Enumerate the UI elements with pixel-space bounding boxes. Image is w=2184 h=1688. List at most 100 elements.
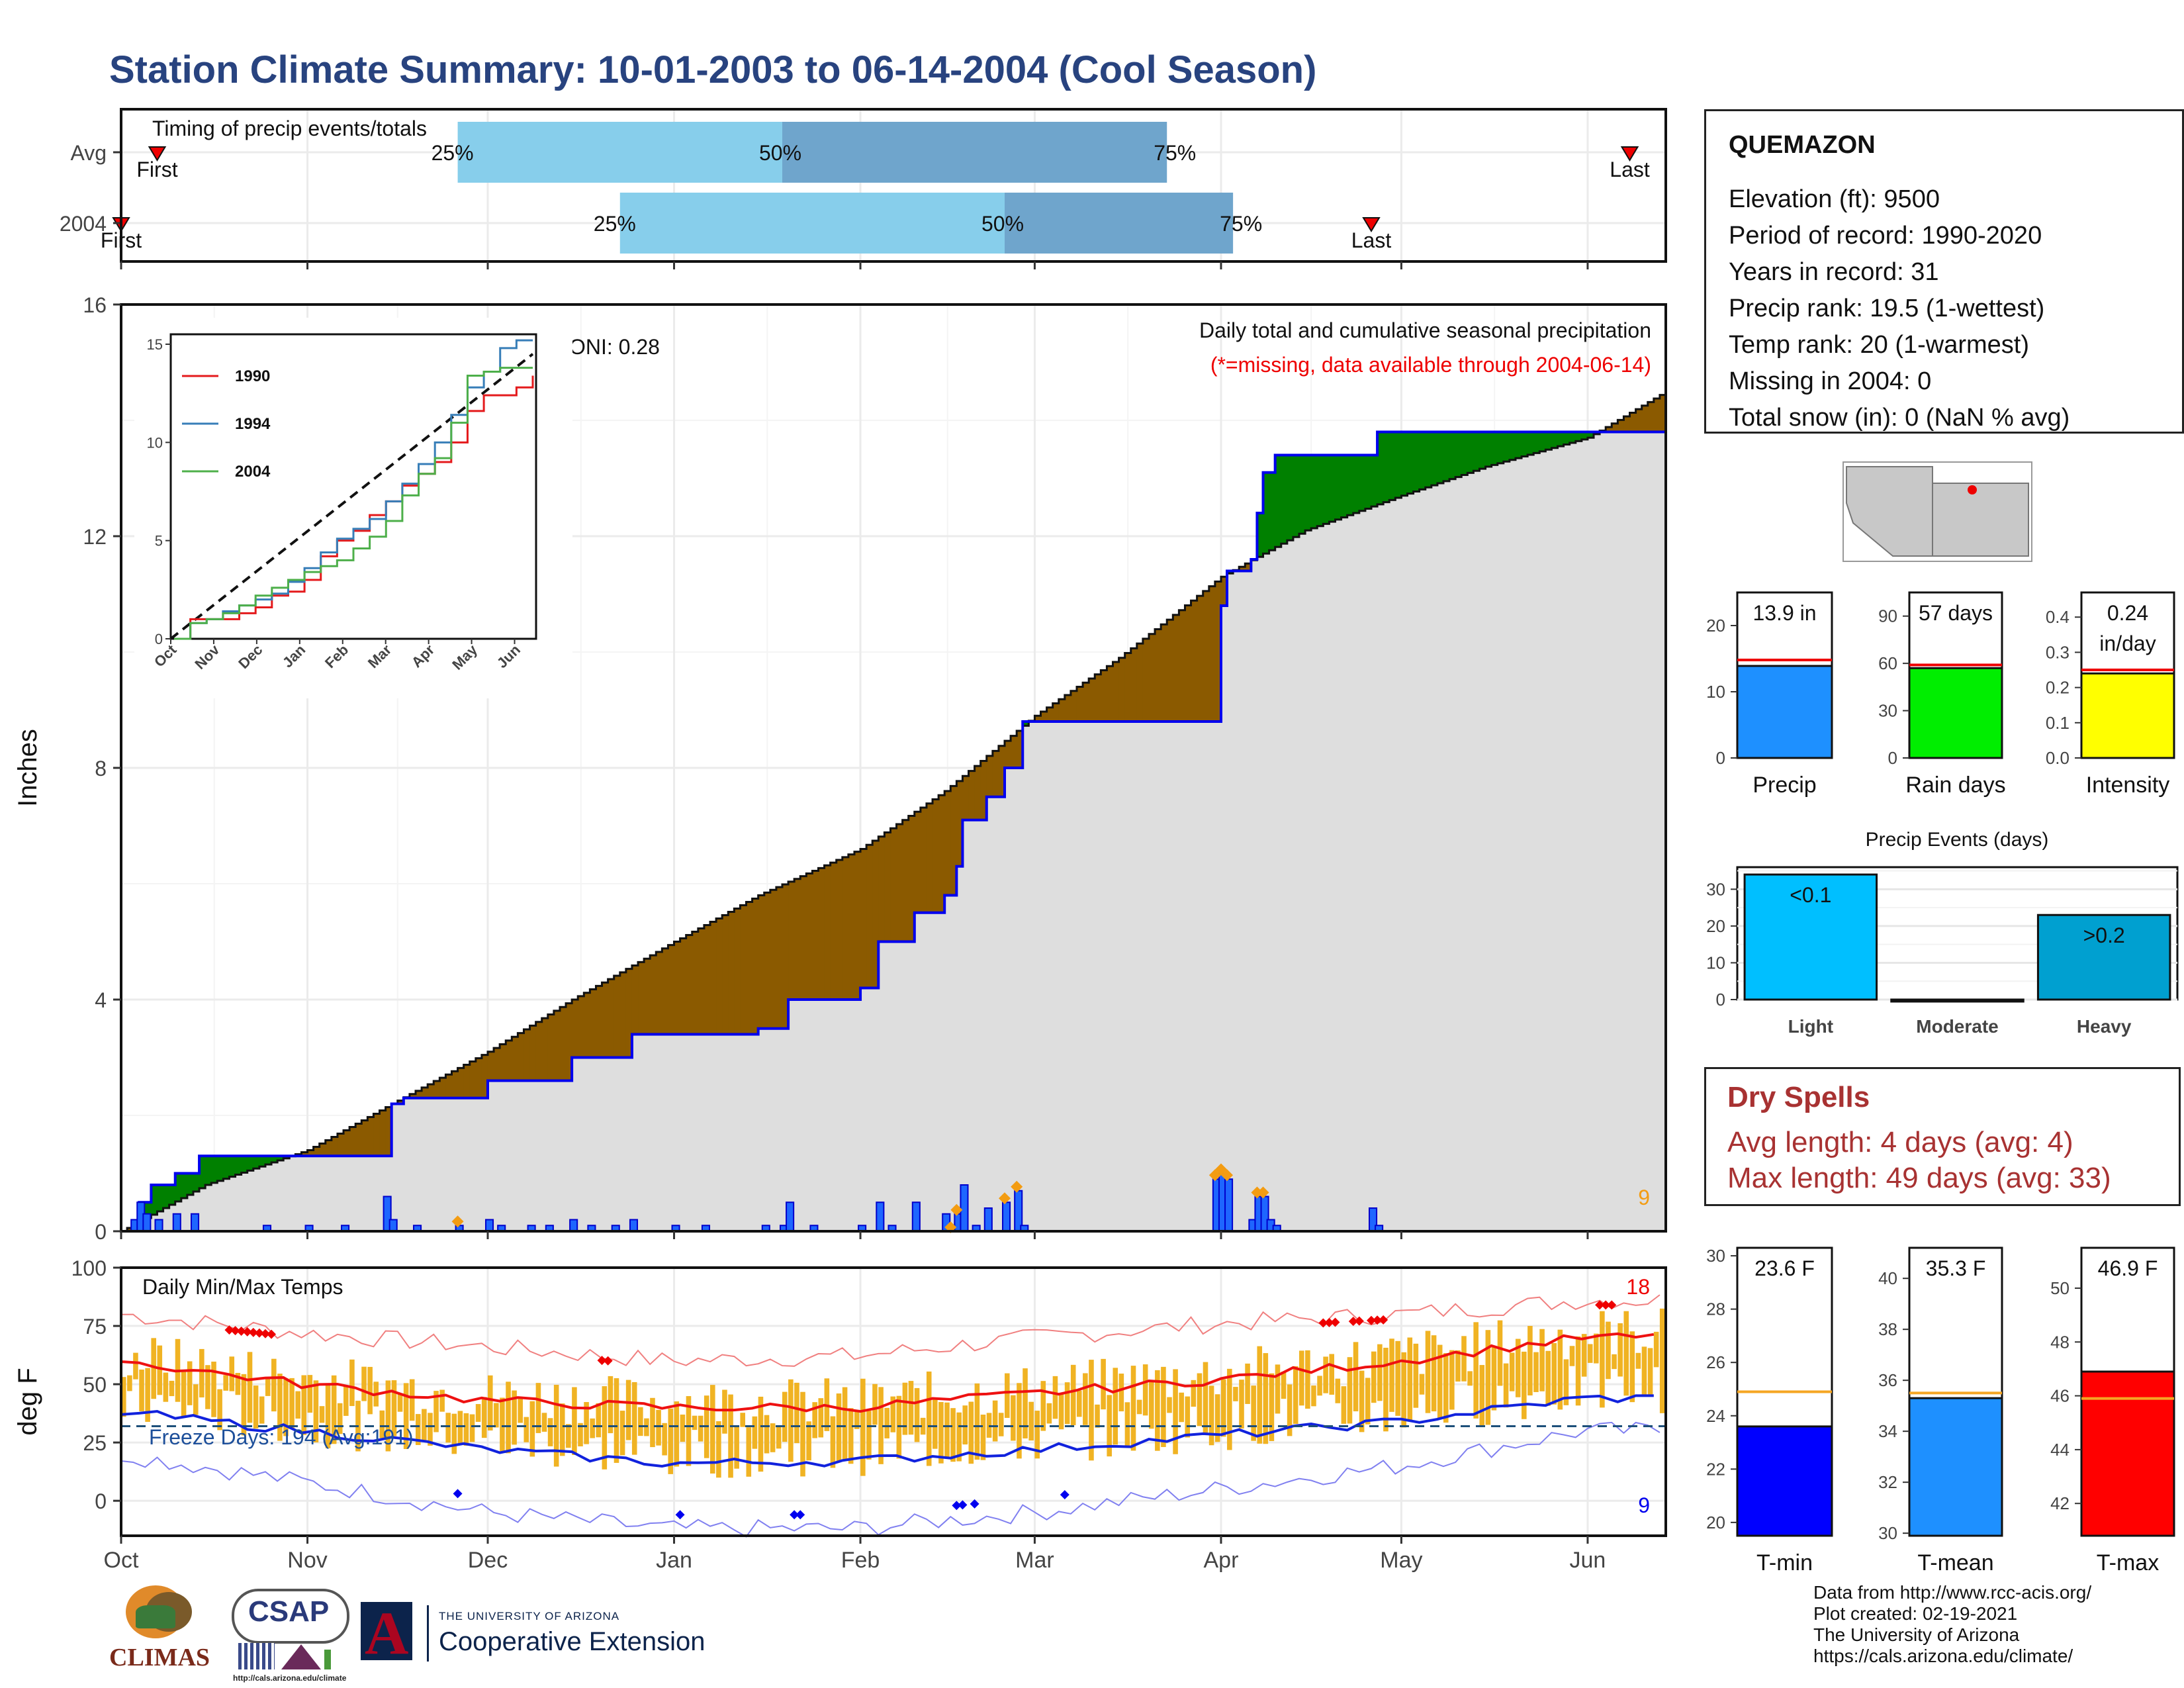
precip-total-bar bbox=[1736, 665, 1833, 759]
temps-daily-bar bbox=[512, 1390, 517, 1445]
precip-below-avg-fill bbox=[1046, 707, 1054, 722]
precip-below-avg-fill bbox=[1034, 716, 1042, 722]
temps-hot-marker bbox=[603, 1356, 613, 1366]
precip-daily-bar bbox=[172, 1213, 181, 1232]
footer-url: https://cals.arizona.edu/climate/ bbox=[1813, 1646, 2073, 1666]
precip-daily-bar bbox=[154, 1219, 163, 1232]
temps-daily-bar bbox=[422, 1409, 427, 1442]
events-bar-heavy bbox=[2036, 914, 2171, 1001]
precip-ytick-label: 0 bbox=[95, 1220, 107, 1244]
temps-daily-bar bbox=[872, 1383, 878, 1425]
precip-above-avg-fill bbox=[1522, 432, 1528, 457]
precip-above-avg-fill bbox=[1365, 455, 1372, 509]
temps-daily-bar bbox=[1083, 1373, 1088, 1425]
rain-days-ytick-label: 30 bbox=[1878, 701, 1897, 721]
precip-above-avg-fill bbox=[1317, 455, 1324, 526]
precip-above-avg-fill bbox=[1563, 432, 1570, 445]
temps-daily-bar bbox=[602, 1386, 608, 1470]
precip-total-xlabel: Precip bbox=[1752, 773, 1816, 798]
events-ytick-label: 20 bbox=[1706, 916, 1725, 936]
temps-daily-bar bbox=[337, 1403, 343, 1434]
precip-above-avg-fill bbox=[1497, 432, 1504, 463]
temps-daily-bar bbox=[794, 1382, 799, 1444]
temps-daily-bar bbox=[1208, 1385, 1214, 1446]
temps-daily-bar bbox=[1046, 1403, 1052, 1424]
inset-plot-border bbox=[169, 333, 537, 640]
precip-below-avg-fill bbox=[559, 1007, 567, 1081]
precip-below-avg-fill bbox=[1220, 577, 1228, 606]
temps-daily-bar bbox=[428, 1413, 433, 1446]
precip-below-avg-fill bbox=[596, 986, 603, 1058]
precip-below-avg-fill bbox=[1659, 395, 1666, 432]
temps-daily-bar bbox=[445, 1413, 451, 1443]
temps-daily-bar bbox=[481, 1397, 487, 1438]
timing-first-marker bbox=[148, 146, 167, 162]
precip-below-avg-fill bbox=[1142, 638, 1150, 722]
precip-below-avg-fill bbox=[788, 881, 795, 1000]
temps-daily-bar bbox=[439, 1389, 445, 1412]
precip-below-avg-fill bbox=[728, 912, 735, 1035]
temps-cold-marker bbox=[453, 1489, 463, 1499]
temps-daily-bar bbox=[1612, 1354, 1617, 1370]
precip-below-avg-fill bbox=[379, 1110, 387, 1156]
temps-daily-bar bbox=[860, 1378, 866, 1476]
precip-daily-bar bbox=[876, 1201, 885, 1232]
temps-daily-bar bbox=[1347, 1357, 1353, 1424]
temps-daily-bar bbox=[181, 1372, 187, 1417]
footer-credits: Data from http://www.rcc-acis.org/ Plot … bbox=[1813, 1582, 2091, 1667]
temps-daily-bar bbox=[1594, 1333, 1599, 1364]
temps-daily-bar bbox=[1455, 1350, 1461, 1382]
precip-normal-line bbox=[121, 391, 1667, 1233]
precip-below-avg-fill bbox=[716, 918, 723, 1035]
precip-below-avg-fill bbox=[1167, 620, 1173, 722]
precip-below-avg-fill bbox=[1017, 731, 1023, 768]
temps-daily-bar bbox=[307, 1375, 313, 1413]
temps-hot-marker bbox=[1607, 1300, 1617, 1310]
temps-daily-bar bbox=[151, 1338, 156, 1399]
temps-daily-bar bbox=[740, 1413, 745, 1427]
temps-daily-bar bbox=[1311, 1385, 1316, 1407]
temps-daily-bar bbox=[758, 1396, 764, 1472]
tmean-xlabel: T-mean bbox=[1917, 1550, 1993, 1575]
temps-daily-bar bbox=[992, 1400, 998, 1442]
temps-daily-bar bbox=[535, 1383, 541, 1433]
precip-below-avg-fill bbox=[1107, 666, 1114, 722]
precip-below-avg-fill bbox=[1641, 405, 1649, 432]
temps-daily-bar bbox=[644, 1418, 649, 1436]
tmin-value-label: 23.6 F bbox=[1754, 1256, 1815, 1280]
temps-daily-bar bbox=[1052, 1376, 1058, 1419]
precip-above-avg-fill bbox=[1395, 432, 1402, 498]
temps-daily-bar bbox=[716, 1421, 721, 1478]
precip-daily-bar bbox=[142, 1213, 152, 1232]
temps-daily-bar bbox=[692, 1415, 698, 1430]
temps-daily-bar bbox=[1557, 1329, 1563, 1410]
precip-below-avg-fill bbox=[1101, 670, 1108, 722]
temps-daily-bar bbox=[902, 1382, 908, 1435]
precip-subtitle: (*=missing, data available through 2004-… bbox=[1210, 353, 1651, 377]
temps-daily-bar bbox=[1076, 1390, 1082, 1417]
temps-daily-bar bbox=[1245, 1363, 1250, 1404]
dry-spells-panel: Dry Spells Avg length: 4 days (avg: 4) M… bbox=[1704, 1067, 2181, 1206]
temps-daily-bar bbox=[1647, 1348, 1653, 1397]
precip-above-avg-fill bbox=[1551, 432, 1559, 448]
precip-below-avg-fill bbox=[397, 1100, 404, 1104]
precip-below-avg-fill bbox=[439, 1078, 447, 1098]
precip-above-avg-fill bbox=[1353, 455, 1360, 513]
precip-extreme-marker bbox=[1221, 1169, 1234, 1182]
precip-below-avg-fill bbox=[355, 1123, 362, 1156]
temps-daily-bar bbox=[277, 1374, 283, 1441]
temps-daily-bar bbox=[662, 1423, 667, 1456]
precip-above-avg-fill bbox=[1431, 432, 1438, 486]
temps-daily-bar bbox=[1173, 1369, 1178, 1454]
temps-daily-bar bbox=[926, 1371, 932, 1466]
temps-daily-bar bbox=[1118, 1374, 1124, 1412]
temps-daily-bar bbox=[1227, 1368, 1232, 1450]
precip-below-avg-fill bbox=[986, 755, 993, 797]
temps-daily-bar bbox=[578, 1423, 583, 1446]
precip-ytick-label: 16 bbox=[83, 293, 107, 317]
temps-max-count: 18 bbox=[1626, 1275, 1650, 1299]
precip-ytick-label: 12 bbox=[83, 525, 107, 549]
temps-daily-bar bbox=[944, 1402, 950, 1458]
temps-daily-bar bbox=[625, 1380, 631, 1440]
temps-daily-bar bbox=[1629, 1331, 1635, 1403]
